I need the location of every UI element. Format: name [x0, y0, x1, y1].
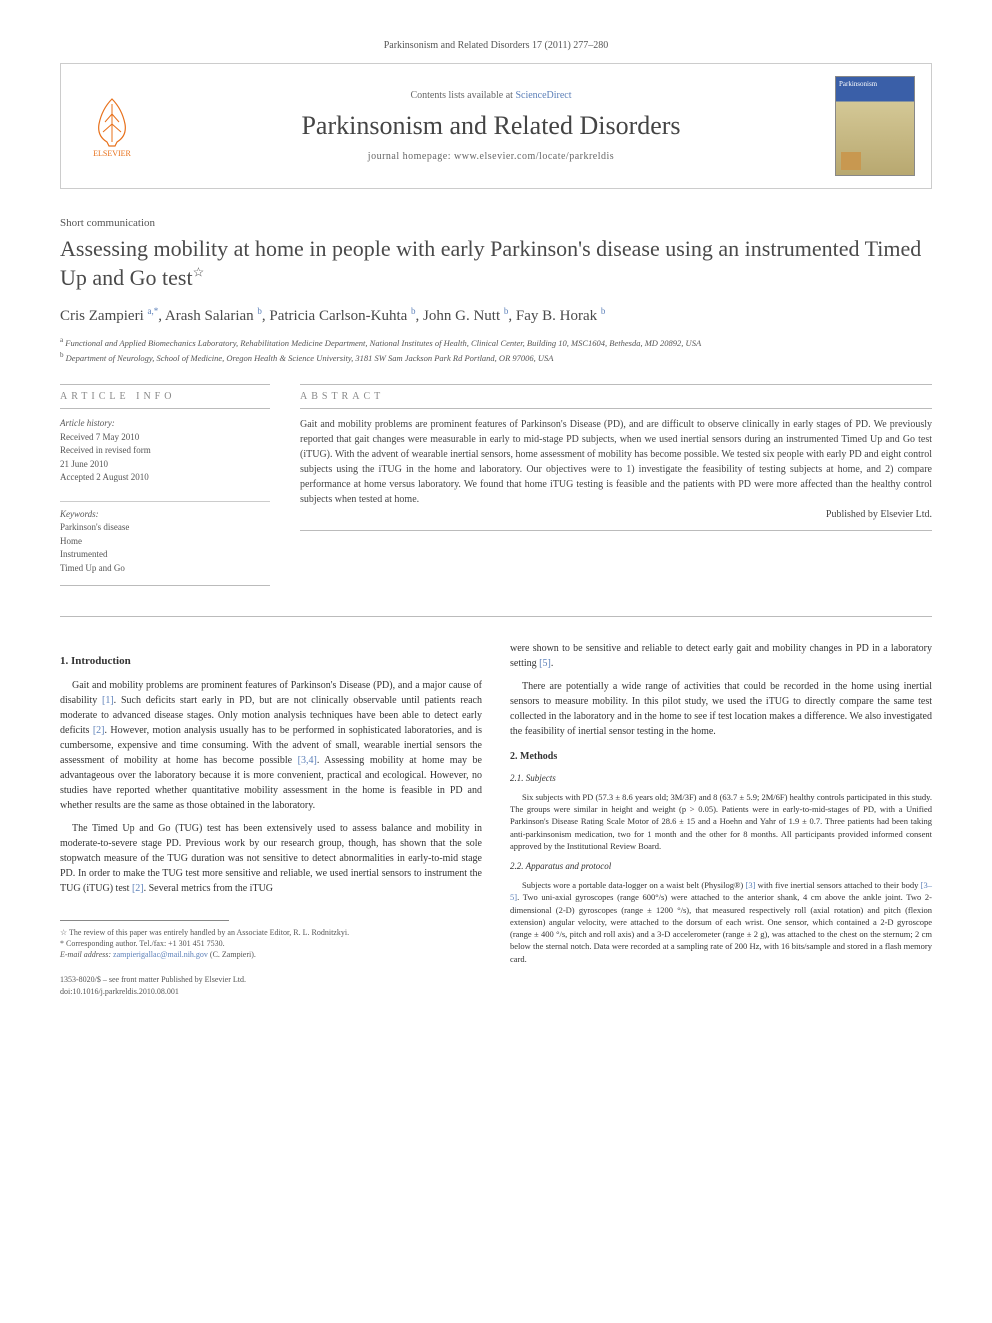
info-bottom-rule	[60, 585, 270, 586]
article-type: Short communication	[60, 217, 932, 229]
elsevier-tree-icon	[87, 94, 137, 149]
homepage-url: www.elsevier.com/locate/parkreldis	[454, 151, 614, 162]
affil-a-text: Functional and Applied Biomechanics Labo…	[65, 338, 701, 348]
col2-paragraph-2: There are potentially a wide range of ac…	[510, 679, 932, 739]
affiliation-b: b Department of Neurology, School of Med…	[60, 350, 932, 365]
sciencedirect-link[interactable]: ScienceDirect	[515, 90, 571, 101]
keywords-list: Parkinson's diseaseHomeInstrumentedTimed…	[60, 521, 270, 575]
email-label: E-mail address:	[60, 950, 113, 959]
info-abstract-row: ARTICLE INFO Article history: Received 7…	[60, 384, 932, 586]
homepage-prefix: journal homepage:	[368, 151, 454, 162]
journal-reference: Parkinsonism and Related Disorders 17 (2…	[60, 40, 932, 51]
affiliations: a Functional and Applied Biomechanics La…	[60, 335, 932, 364]
body-columns: 1. Introduction Gait and mobility proble…	[60, 641, 932, 996]
keyword-item: Parkinson's disease	[60, 521, 270, 535]
methods-heading: 2. Methods	[510, 749, 932, 764]
affiliation-a: a Functional and Applied Biomechanics La…	[60, 335, 932, 350]
keywords-block: Keywords: Parkinson's diseaseHomeInstrum…	[60, 501, 270, 576]
elsevier-logo: ELSEVIER	[77, 86, 147, 166]
article-info-label: ARTICLE INFO	[60, 384, 270, 409]
post-abstract-rule	[60, 616, 932, 617]
abstract-bottom-rule	[300, 530, 932, 531]
intro-heading: 1. Introduction	[60, 653, 482, 670]
abstract-text: Gait and mobility problems are prominent…	[300, 417, 932, 507]
elsevier-label: ELSEVIER	[93, 149, 131, 158]
citation-link[interactable]: [2]	[132, 883, 144, 894]
journal-header-box: ELSEVIER Contents lists available at Sci…	[60, 63, 932, 189]
subjects-paragraph: Six subjects with PD (57.3 ± 8.6 years o…	[510, 791, 932, 853]
email-link[interactable]: zampierigallac@mail.nih.gov	[113, 950, 208, 959]
history-head: Article history:	[60, 417, 270, 431]
footnote-rule	[60, 920, 229, 921]
contents-prefix: Contents lists available at	[410, 90, 515, 101]
abstract-publisher: Published by Elsevier Ltd.	[300, 509, 932, 520]
abstract-label: ABSTRACT	[300, 384, 932, 409]
header-center: Contents lists available at ScienceDirec…	[147, 90, 835, 162]
keyword-item: Home	[60, 535, 270, 549]
intro-paragraph-2: The Timed Up and Go (TUG) test has been …	[60, 821, 482, 896]
footnote-email: E-mail address: zampierigallac@mail.nih.…	[60, 949, 482, 960]
abstract-column: ABSTRACT Gait and mobility problems are …	[300, 384, 932, 586]
journal-homepage: journal homepage: www.elsevier.com/locat…	[147, 151, 835, 162]
cover-label: Parkinsonism	[839, 80, 877, 88]
history-accepted: Accepted 2 August 2010	[60, 471, 270, 485]
author: John G. Nutt b	[423, 308, 508, 324]
journal-title: Parkinsonism and Related Disorders	[147, 111, 835, 141]
keyword-item: Instrumented	[60, 548, 270, 562]
contents-line: Contents lists available at ScienceDirec…	[147, 90, 835, 101]
citation-link[interactable]: [3]	[746, 880, 756, 890]
footer-line1: 1353-8020/$ – see front matter Published…	[60, 974, 482, 985]
footnotes: ☆ The review of this paper was entirely …	[60, 927, 482, 961]
citation-link[interactable]: [1]	[102, 695, 114, 706]
title-text: Assessing mobility at home in people wit…	[60, 236, 921, 290]
body-column-left: 1. Introduction Gait and mobility proble…	[60, 641, 482, 996]
keywords-head: Keywords:	[60, 508, 270, 522]
apparatus-paragraph: Subjects wore a portable data-logger on …	[510, 879, 932, 965]
citation-link[interactable]: [3–5]	[510, 880, 932, 902]
author: Arash Salarian b	[165, 308, 262, 324]
col2-continuation-1: were shown to be sensitive and reliable …	[510, 641, 932, 671]
footer-doi: doi:10.1016/j.parkreldis.2010.08.001	[60, 986, 482, 997]
email-who: (C. Zampieri).	[208, 950, 256, 959]
history-received: Received 7 May 2010	[60, 431, 270, 445]
article-title: Assessing mobility at home in people wit…	[60, 235, 932, 292]
body-column-right: were shown to be sensitive and reliable …	[510, 641, 932, 996]
intro-paragraph-1: Gait and mobility problems are prominent…	[60, 678, 482, 813]
author: Cris Zampieri a,*	[60, 308, 158, 324]
affil-b-text: Department of Neurology, School of Medic…	[66, 353, 554, 363]
citation-link[interactable]: [5]	[539, 658, 551, 669]
footnote-corresponding: * Corresponding author. Tel./fax: +1 301…	[60, 938, 482, 949]
footnote-star: ☆ The review of this paper was entirely …	[60, 927, 482, 938]
title-footnote-star: ☆	[193, 264, 205, 279]
author-list: Cris Zampieri a,*, Arash Salarian b, Pat…	[60, 306, 932, 325]
article-info-column: ARTICLE INFO Article history: Received 7…	[60, 384, 270, 586]
article-history: Article history: Received 7 May 2010 Rec…	[60, 417, 270, 485]
author: Fay B. Horak b	[516, 308, 606, 324]
history-revised-label: Received in revised form	[60, 444, 270, 458]
footer-copyright: 1353-8020/$ – see front matter Published…	[60, 974, 482, 996]
history-revised-date: 21 June 2010	[60, 458, 270, 472]
citation-link[interactable]: [3,4]	[298, 755, 317, 766]
keyword-item: Timed Up and Go	[60, 562, 270, 576]
citation-link[interactable]: [2]	[93, 725, 105, 736]
author: Patricia Carlson-Kuhta b	[269, 308, 415, 324]
apparatus-heading: 2.2. Apparatus and protocol	[510, 860, 932, 874]
journal-cover-thumbnail: Parkinsonism	[835, 76, 915, 176]
subjects-heading: 2.1. Subjects	[510, 772, 932, 786]
